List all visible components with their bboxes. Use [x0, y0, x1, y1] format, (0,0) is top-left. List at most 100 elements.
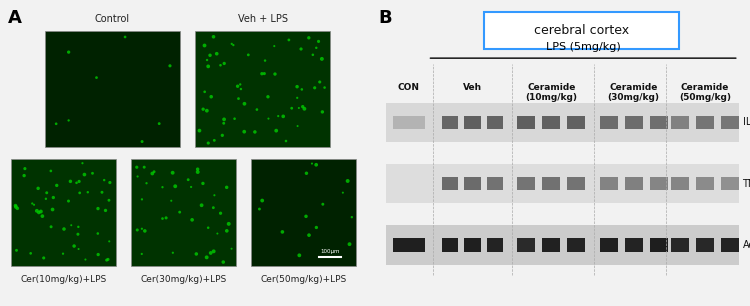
Text: CON: CON: [398, 83, 420, 91]
Point: [160, 215, 172, 220]
Bar: [393, 238, 424, 252]
FancyBboxPatch shape: [484, 12, 679, 49]
Text: Cer(50mg/kg)+LPS: Cer(50mg/kg)+LPS: [261, 275, 346, 284]
Point: [316, 110, 328, 114]
Point: [217, 259, 229, 264]
Point: [100, 208, 112, 213]
Point: [251, 107, 263, 112]
Point: [72, 224, 84, 229]
Point: [136, 139, 148, 144]
Bar: [542, 238, 560, 252]
Text: cerebral cortex: cerebral cortex: [534, 24, 628, 37]
Bar: [721, 115, 739, 129]
Point: [292, 124, 304, 129]
Bar: [625, 238, 643, 252]
Text: Control: Control: [95, 14, 130, 24]
Point: [232, 96, 244, 101]
Bar: [671, 238, 689, 252]
Point: [92, 206, 104, 211]
Bar: [600, 177, 618, 190]
Point: [291, 95, 303, 100]
Point: [314, 80, 326, 84]
Point: [296, 87, 307, 92]
Point: [153, 121, 165, 126]
Text: LPS (5mg/kg): LPS (5mg/kg): [546, 42, 620, 52]
Text: Actin: Actin: [742, 240, 750, 250]
Point: [192, 167, 204, 172]
Bar: [650, 238, 668, 252]
Bar: [386, 164, 739, 203]
Point: [98, 178, 110, 183]
Bar: [600, 115, 618, 129]
Point: [214, 211, 226, 216]
Point: [214, 63, 226, 68]
Point: [197, 181, 209, 186]
Point: [136, 226, 148, 231]
Point: [91, 75, 103, 80]
Point: [209, 193, 220, 198]
Point: [157, 185, 169, 190]
Bar: [567, 238, 585, 252]
Bar: [386, 103, 739, 142]
Point: [278, 114, 290, 119]
Point: [26, 201, 38, 206]
Point: [226, 246, 238, 251]
Bar: [650, 115, 668, 129]
Point: [45, 224, 57, 229]
Bar: [11, 159, 116, 266]
Bar: [671, 115, 689, 129]
Point: [136, 252, 148, 256]
Point: [31, 208, 43, 213]
Point: [337, 190, 349, 195]
Point: [227, 43, 239, 47]
Bar: [195, 31, 330, 147]
Point: [202, 140, 214, 145]
Point: [238, 101, 250, 106]
Point: [82, 190, 94, 195]
Point: [258, 71, 270, 76]
Point: [100, 258, 112, 263]
Point: [10, 203, 22, 208]
Point: [192, 170, 204, 174]
Bar: [625, 177, 643, 190]
Point: [292, 106, 304, 110]
Bar: [721, 177, 739, 190]
Point: [259, 58, 271, 63]
Point: [301, 171, 313, 176]
Bar: [487, 238, 503, 252]
Point: [51, 183, 63, 188]
Point: [202, 225, 214, 230]
Point: [130, 165, 142, 170]
Bar: [696, 115, 714, 129]
Point: [164, 63, 176, 68]
Point: [73, 247, 85, 252]
Point: [11, 206, 23, 211]
Bar: [542, 115, 560, 129]
Point: [80, 257, 92, 262]
Point: [86, 171, 98, 176]
Point: [342, 178, 354, 183]
Bar: [45, 31, 180, 147]
Point: [197, 107, 209, 112]
Point: [216, 133, 228, 138]
Point: [65, 223, 77, 228]
Point: [218, 117, 230, 122]
Point: [232, 84, 244, 89]
Point: [201, 108, 213, 113]
Point: [268, 44, 280, 49]
Bar: [567, 177, 585, 190]
Point: [272, 114, 284, 118]
Point: [307, 52, 319, 57]
Point: [72, 232, 84, 237]
Point: [63, 118, 75, 123]
Point: [310, 225, 322, 230]
Point: [170, 184, 182, 189]
Point: [295, 47, 307, 51]
Bar: [393, 115, 424, 129]
Bar: [567, 115, 585, 129]
Bar: [442, 115, 458, 129]
Point: [238, 129, 250, 134]
Point: [346, 215, 358, 220]
Point: [40, 196, 52, 201]
Bar: [464, 115, 481, 129]
